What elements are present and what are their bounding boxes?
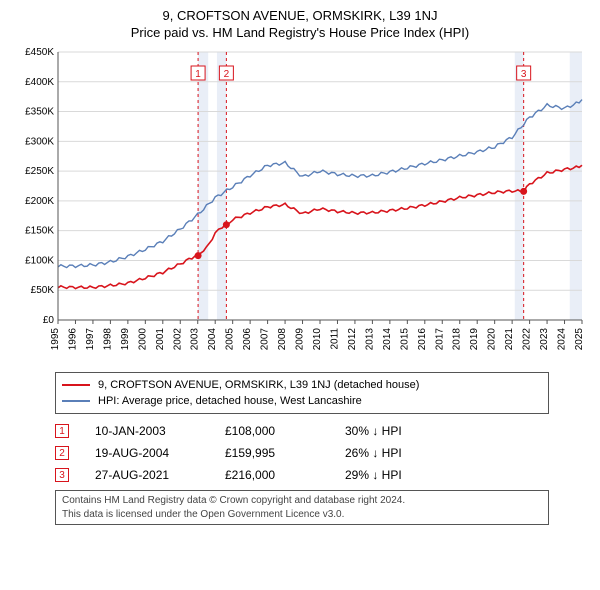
legend-label: HPI: Average price, detached house, West… xyxy=(98,395,362,407)
svg-text:2012: 2012 xyxy=(347,328,358,351)
svg-text:2019: 2019 xyxy=(469,328,480,351)
events-table: 1 10-JAN-2003 £108,000 30% ↓ HPI 2 19-AU… xyxy=(55,420,588,486)
event-marker: 3 xyxy=(55,468,69,482)
legend-swatch xyxy=(62,400,90,402)
legend: 9, CROFTSON AVENUE, ORMSKIRK, L39 1NJ (d… xyxy=(55,372,549,414)
svg-text:1999: 1999 xyxy=(120,328,131,351)
chart: £0 £50K £100K £150K £200K £250K £300K £350K £400… xyxy=(10,46,590,366)
svg-text:3: 3 xyxy=(521,69,527,80)
title-address: 9, CROFTSON AVENUE, ORMSKIRK, L39 1NJ xyxy=(10,8,590,23)
svg-text:2023: 2023 xyxy=(539,328,550,351)
event-diff: 29% ↓ HPI xyxy=(345,468,475,482)
svg-text:2017: 2017 xyxy=(434,328,445,351)
svg-text:2013: 2013 xyxy=(364,328,375,351)
svg-text:£150K: £150K xyxy=(25,226,54,237)
event-diff: 30% ↓ HPI xyxy=(345,424,475,438)
root: 9, CROFTSON AVENUE, ORMSKIRK, L39 1NJ Pr… xyxy=(0,0,600,531)
svg-text:1996: 1996 xyxy=(67,328,78,351)
legend-label: 9, CROFTSON AVENUE, ORMSKIRK, L39 1NJ (d… xyxy=(98,379,419,391)
svg-text:1997: 1997 xyxy=(85,328,96,351)
svg-text:2006: 2006 xyxy=(242,328,253,351)
svg-text:£450K: £450K xyxy=(25,47,54,58)
svg-text:2016: 2016 xyxy=(417,328,428,351)
svg-text:2001: 2001 xyxy=(155,328,166,351)
event-row: 3 27-AUG-2021 £216,000 29% ↓ HPI xyxy=(55,464,588,486)
svg-text:1: 1 xyxy=(195,69,201,80)
svg-text:£400K: £400K xyxy=(25,77,54,88)
svg-text:2014: 2014 xyxy=(382,328,393,351)
svg-text:£200K: £200K xyxy=(25,196,54,207)
event-date: 19-AUG-2004 xyxy=(95,446,225,460)
svg-text:2022: 2022 xyxy=(522,328,533,351)
svg-text:2000: 2000 xyxy=(137,328,148,351)
event-marker: 2 xyxy=(55,446,69,460)
svg-text:1995: 1995 xyxy=(50,328,61,351)
event-price: £108,000 xyxy=(225,424,345,438)
title-subtitle: Price paid vs. HM Land Registry's House … xyxy=(10,25,590,40)
legend-swatch xyxy=(62,384,90,386)
svg-text:2002: 2002 xyxy=(172,328,183,351)
event-date: 27-AUG-2021 xyxy=(95,468,225,482)
legend-item: HPI: Average price, detached house, West… xyxy=(62,393,542,409)
svg-text:£0: £0 xyxy=(43,315,55,326)
svg-text:£350K: £350K xyxy=(25,107,54,118)
svg-text:2018: 2018 xyxy=(452,328,463,351)
event-date: 10-JAN-2003 xyxy=(95,424,225,438)
event-row: 2 19-AUG-2004 £159,995 26% ↓ HPI xyxy=(55,442,588,464)
event-row: 1 10-JAN-2003 £108,000 30% ↓ HPI xyxy=(55,420,588,442)
svg-text:2009: 2009 xyxy=(295,328,306,351)
footnote-line: Contains HM Land Registry data © Crown c… xyxy=(62,494,542,508)
svg-text:2025: 2025 xyxy=(574,328,585,351)
event-price: £216,000 xyxy=(225,468,345,482)
svg-text:£300K: £300K xyxy=(25,136,54,147)
footnote: Contains HM Land Registry data © Crown c… xyxy=(55,490,549,525)
footnote-line: This data is licensed under the Open Gov… xyxy=(62,508,542,522)
svg-text:2008: 2008 xyxy=(277,328,288,351)
event-diff: 26% ↓ HPI xyxy=(345,446,475,460)
svg-text:2020: 2020 xyxy=(487,328,498,351)
svg-text:2010: 2010 xyxy=(312,328,323,351)
svg-text:2015: 2015 xyxy=(399,328,410,351)
svg-text:2021: 2021 xyxy=(504,328,515,351)
chart-svg: £0 £50K £100K £150K £200K £250K £300K £350K £400… xyxy=(10,46,590,366)
svg-text:£50K: £50K xyxy=(31,285,55,296)
event-marker: 1 xyxy=(55,424,69,438)
svg-text:2005: 2005 xyxy=(225,328,236,351)
svg-text:1998: 1998 xyxy=(102,328,113,351)
svg-text:£250K: £250K xyxy=(25,166,54,177)
legend-item: 9, CROFTSON AVENUE, ORMSKIRK, L39 1NJ (d… xyxy=(62,377,542,393)
title-block: 9, CROFTSON AVENUE, ORMSKIRK, L39 1NJ Pr… xyxy=(10,8,590,40)
svg-text:£100K: £100K xyxy=(25,255,54,266)
svg-text:2007: 2007 xyxy=(260,328,271,351)
event-price: £159,995 xyxy=(225,446,345,460)
svg-text:2003: 2003 xyxy=(190,328,201,351)
svg-text:2024: 2024 xyxy=(557,328,568,351)
svg-text:2011: 2011 xyxy=(329,328,340,350)
svg-text:2004: 2004 xyxy=(207,328,218,351)
svg-text:2: 2 xyxy=(224,69,230,80)
